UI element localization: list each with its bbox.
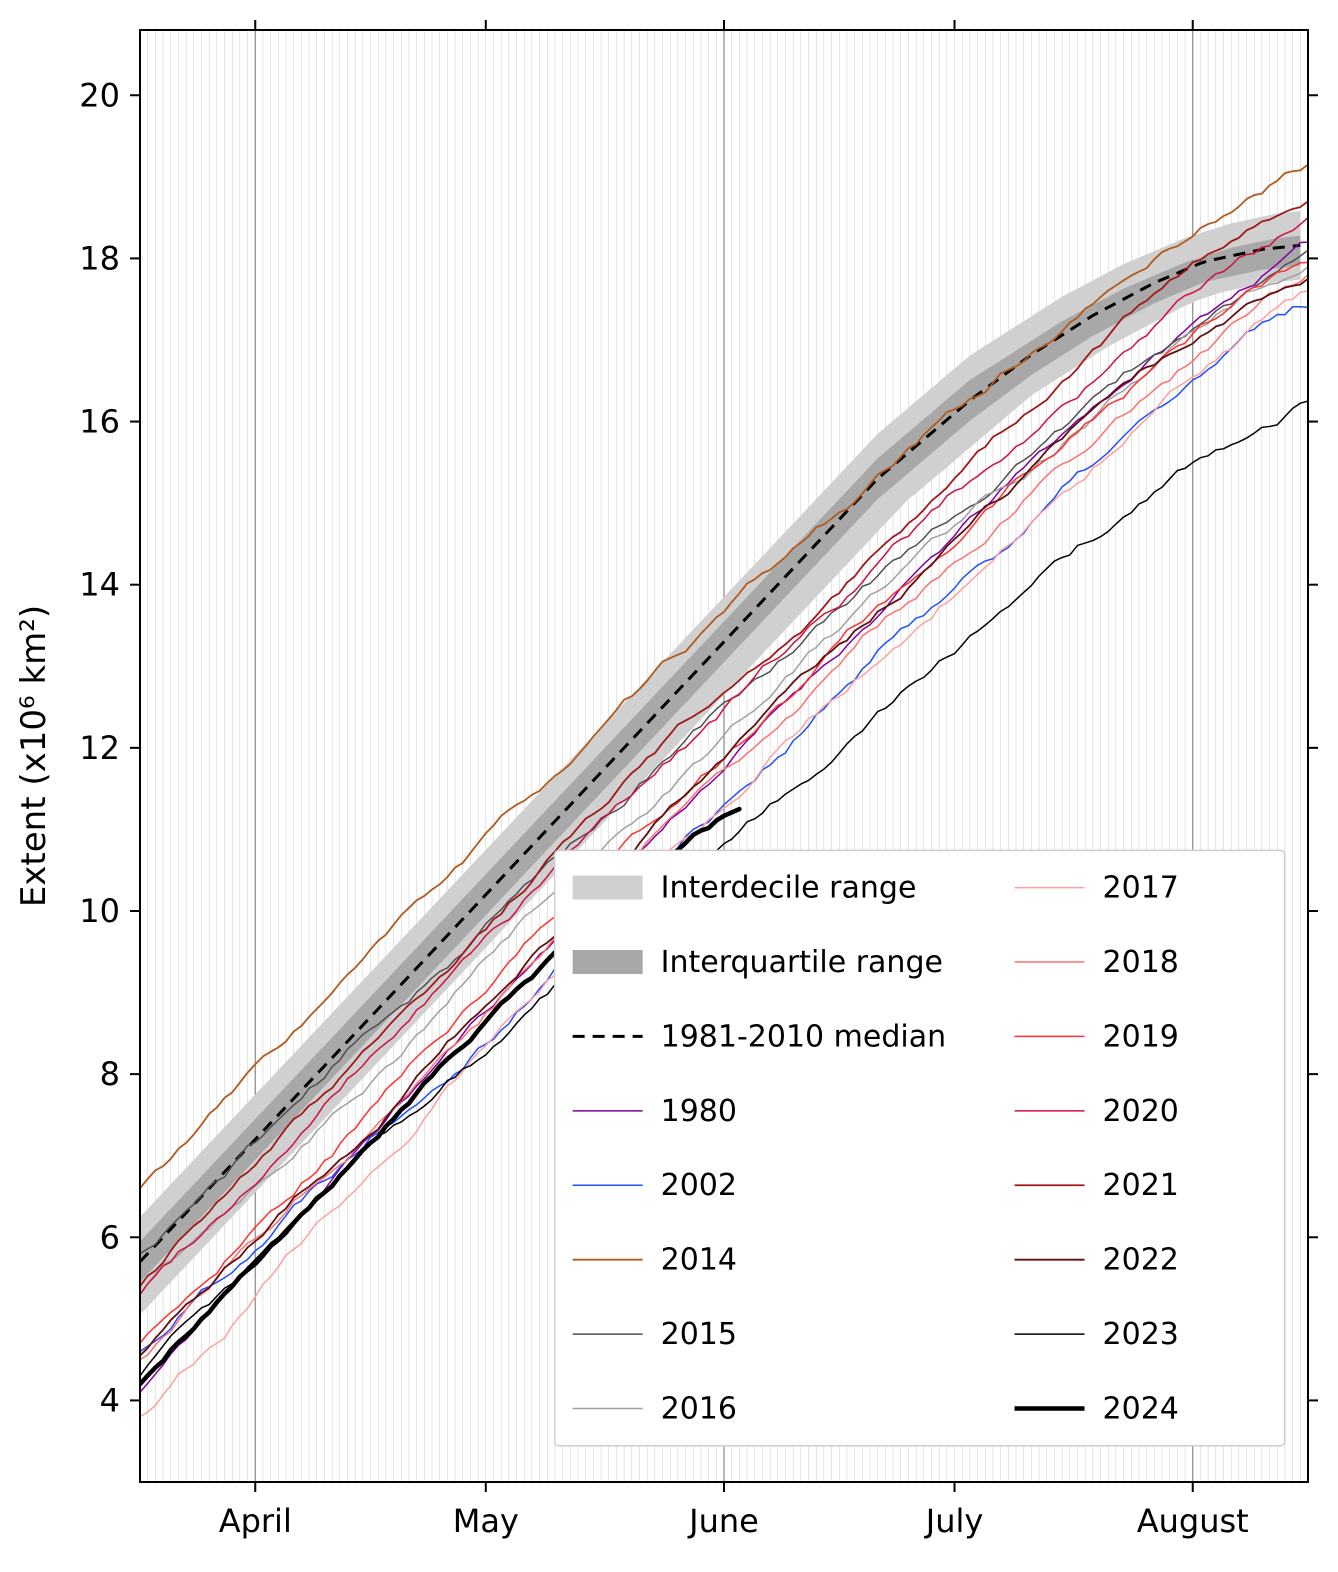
y-tick-label: 10 xyxy=(79,892,120,930)
legend-label: 2021 xyxy=(1103,1168,1179,1203)
legend-label: Interdecile range xyxy=(661,871,917,906)
legend-label: 2014 xyxy=(661,1243,737,1278)
legend-label: 2018 xyxy=(1103,945,1179,980)
x-tick-label: August xyxy=(1137,1502,1249,1540)
legend-label: 2017 xyxy=(1103,871,1179,906)
legend-label: Interquartile range xyxy=(661,945,943,980)
y-tick-label: 8 xyxy=(100,1055,120,1093)
y-tick-label: 6 xyxy=(100,1218,120,1256)
line-chart-svg: 4 6 8 10 12 14 16 18 20 April May June July August Ext… xyxy=(0,0,1338,1572)
legend-swatch xyxy=(573,950,643,974)
legend-label: 2024 xyxy=(1103,1391,1179,1426)
y-tick-label: 4 xyxy=(100,1381,120,1419)
x-tick-label: July xyxy=(924,1502,984,1540)
legend-label: 2015 xyxy=(661,1317,737,1352)
legend-label: 2019 xyxy=(1103,1019,1179,1054)
y-tick-label: 18 xyxy=(79,239,120,277)
y-tick-label: 14 xyxy=(79,566,120,604)
legend-label: 1980 xyxy=(661,1094,737,1129)
legend-label: 2023 xyxy=(1103,1317,1179,1352)
y-tick-label: 16 xyxy=(79,403,120,441)
y-axis-label: Extent (x10⁶ km²) xyxy=(14,605,54,907)
legend-label: 1981-2010 median xyxy=(661,1019,947,1054)
y-tick-label: 20 xyxy=(79,76,120,114)
chart-container: 4 6 8 10 12 14 16 18 20 April May June July August Ext… xyxy=(0,0,1338,1572)
y-tick-label: 12 xyxy=(79,729,120,767)
legend-label: 2016 xyxy=(661,1391,737,1426)
x-tick-label: April xyxy=(219,1502,292,1540)
x-tick-label: May xyxy=(453,1502,519,1540)
legend-label: 2002 xyxy=(661,1168,737,1203)
legend-swatch xyxy=(573,876,643,900)
x-tick-label: June xyxy=(687,1502,759,1540)
legend-label: 2022 xyxy=(1103,1243,1179,1278)
legend-label: 2020 xyxy=(1103,1094,1179,1129)
legend-box xyxy=(555,850,1285,1445)
